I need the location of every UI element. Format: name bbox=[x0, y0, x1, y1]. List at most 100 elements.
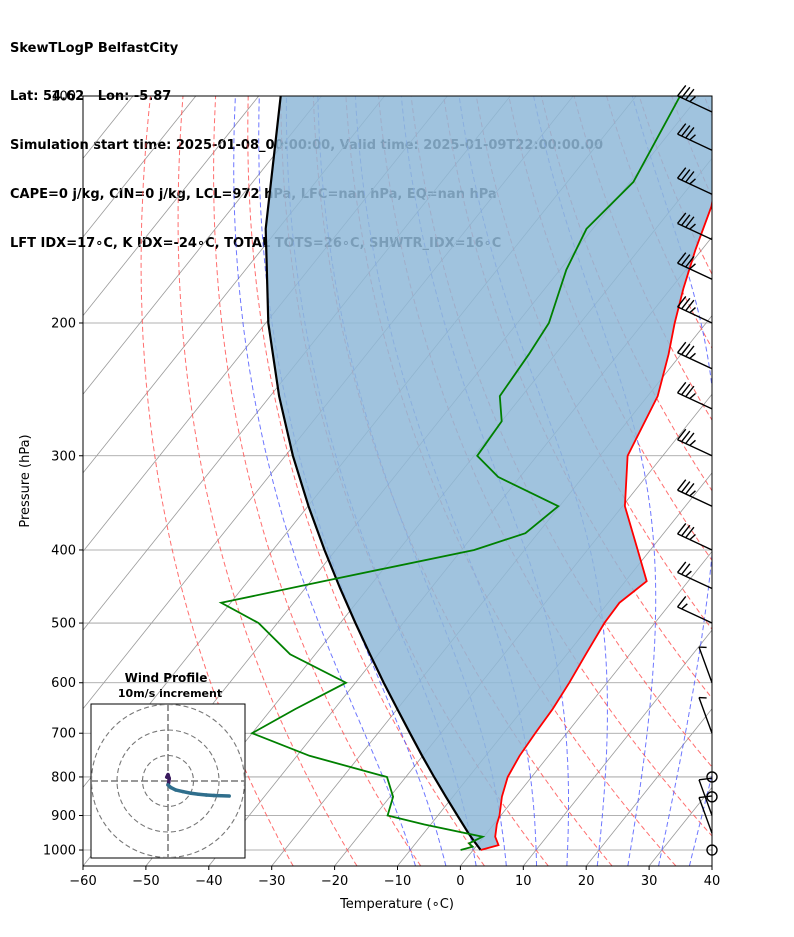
wind-barb bbox=[698, 646, 713, 683]
isotherm-line bbox=[83, 96, 260, 317]
barb-flag bbox=[689, 178, 696, 185]
wind-barb bbox=[677, 596, 713, 624]
barb-flag bbox=[685, 299, 695, 312]
parcel-line bbox=[264, 96, 482, 851]
y-tick-label: 700 bbox=[51, 727, 76, 742]
isotherm-line bbox=[83, 96, 197, 238]
barb-flag bbox=[685, 345, 695, 357]
chart-title: SkewTLogP BelfastCity bbox=[10, 40, 179, 56]
moist-adiabat bbox=[233, 96, 416, 866]
barb-flag bbox=[677, 381, 687, 394]
x-tick-label: −50 bbox=[132, 874, 159, 889]
barb-flag bbox=[681, 563, 691, 575]
calm-wind-circle bbox=[706, 791, 718, 803]
barb-flag bbox=[685, 171, 695, 183]
dry-adiabat bbox=[247, 96, 485, 866]
isotherm-line bbox=[460, 550, 712, 866]
wind-barb bbox=[677, 428, 713, 457]
y-tick-label: 200 bbox=[51, 316, 76, 331]
y-tick-label: 900 bbox=[51, 809, 76, 824]
y-tick-label: 500 bbox=[51, 617, 76, 632]
wind-barb bbox=[677, 381, 713, 410]
hodograph-title: Wind Profile bbox=[125, 671, 208, 685]
barb-flag bbox=[677, 479, 687, 491]
barb-flag bbox=[698, 777, 713, 781]
y-tick-label: 600 bbox=[51, 676, 76, 691]
barb-flag bbox=[681, 343, 691, 356]
x-axis-label: Temperature (∘C) bbox=[339, 897, 454, 912]
barb-flag bbox=[677, 167, 687, 179]
barb-flag bbox=[685, 385, 695, 398]
barb-flag bbox=[685, 570, 692, 577]
calm-wind-circle bbox=[706, 844, 718, 856]
wind-barb bbox=[677, 479, 713, 507]
wind-barb bbox=[698, 696, 713, 734]
y-tick-label: 800 bbox=[51, 770, 76, 785]
dry-adiabat bbox=[540, 96, 712, 492]
wind-barb bbox=[677, 341, 713, 370]
barb-staff bbox=[677, 606, 713, 624]
wind-barb bbox=[677, 84, 713, 113]
plot-area bbox=[83, 96, 794, 866]
barb-flag bbox=[689, 534, 696, 541]
dry-adiabat bbox=[213, 96, 422, 866]
dry-adiabat bbox=[177, 96, 358, 866]
barb-flag bbox=[689, 263, 696, 270]
barb-flag bbox=[689, 223, 696, 230]
location-line: Lat: 54.62 Lon: -5.87 bbox=[10, 89, 172, 105]
x-tick-label: −10 bbox=[384, 874, 411, 889]
x-tick-label: 40 bbox=[704, 874, 721, 889]
dry-adiabat bbox=[737, 96, 794, 866]
dry-adiabat bbox=[573, 96, 712, 422]
barb-flag bbox=[689, 96, 696, 103]
barb-staff bbox=[698, 797, 713, 834]
wind-barb bbox=[677, 212, 713, 241]
wind-barb bbox=[677, 522, 713, 551]
x-tick-label: 20 bbox=[578, 874, 595, 889]
barb-flag bbox=[681, 254, 691, 266]
x-tick-label: 0 bbox=[456, 874, 464, 889]
barb-flag bbox=[677, 596, 687, 608]
moist-adiabat bbox=[258, 96, 447, 866]
x-tick-label: −60 bbox=[69, 874, 96, 889]
dry-adiabat bbox=[410, 96, 712, 768]
y-tick-label: 1000 bbox=[43, 844, 76, 859]
barb-flag bbox=[681, 524, 691, 537]
barb-staff bbox=[698, 697, 713, 734]
cin-shading bbox=[265, 96, 712, 850]
barb-staff bbox=[677, 133, 713, 151]
barb-flag bbox=[685, 216, 695, 228]
barb-flag bbox=[677, 212, 687, 224]
barb-flag bbox=[685, 256, 695, 268]
moist-adiabat bbox=[631, 96, 712, 866]
y-axis-label: Pressure (hPa) bbox=[18, 434, 33, 527]
isotherm-line bbox=[585, 708, 712, 866]
x-tick-label: −40 bbox=[195, 874, 222, 889]
barb-flag bbox=[677, 341, 687, 354]
barb-flag bbox=[681, 430, 691, 443]
hodograph-plot bbox=[91, 704, 245, 858]
barb-flag bbox=[685, 126, 695, 139]
x-tick-label: 10 bbox=[515, 874, 532, 889]
x-tick-label: 30 bbox=[641, 874, 658, 889]
barb-flag bbox=[685, 88, 695, 101]
isotherm-line bbox=[522, 629, 712, 866]
isotherm-line bbox=[711, 865, 712, 866]
barb-flag bbox=[685, 483, 695, 495]
barb-flag bbox=[681, 297, 691, 310]
barb-flag bbox=[689, 392, 696, 400]
dry-adiabat bbox=[703, 96, 712, 118]
barb-flag bbox=[677, 561, 687, 573]
wind-barb bbox=[677, 295, 713, 324]
y-tick-label: 300 bbox=[51, 449, 76, 464]
y-tick-label: 400 bbox=[51, 543, 76, 558]
x-tick-label: −30 bbox=[258, 874, 285, 889]
moist-adiabat bbox=[720, 96, 794, 866]
wind-barb bbox=[677, 167, 713, 195]
barb-staff bbox=[677, 533, 713, 551]
barb-flag bbox=[689, 490, 696, 497]
barb-staff bbox=[698, 779, 713, 816]
hodograph bbox=[90, 703, 246, 859]
x-tick-label: −20 bbox=[321, 874, 348, 889]
